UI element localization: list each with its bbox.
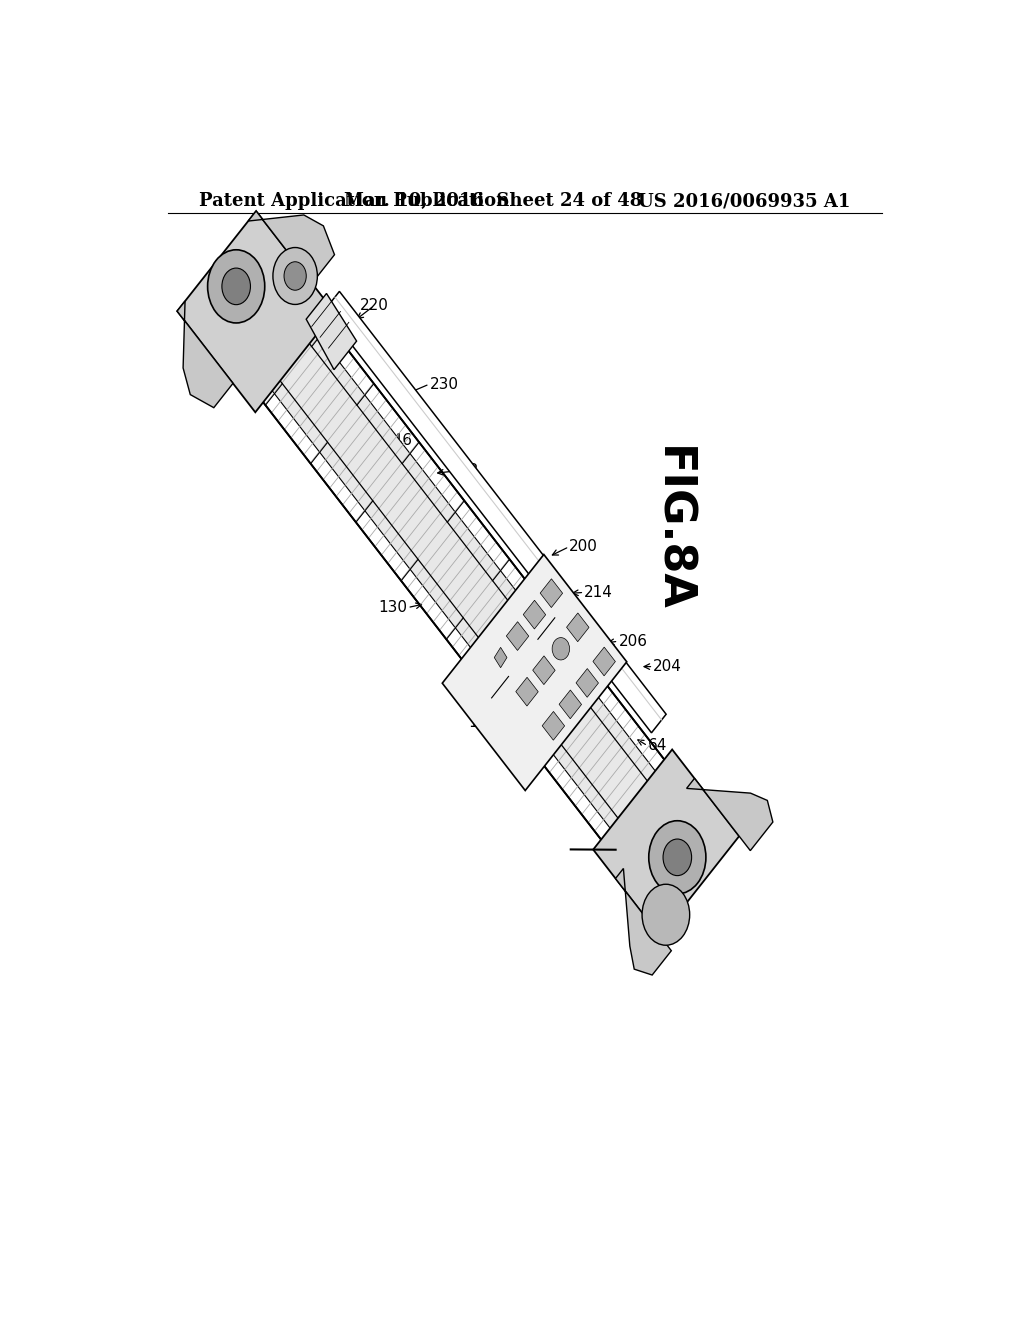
- Polygon shape: [442, 554, 627, 791]
- Text: 214: 214: [585, 585, 613, 599]
- Text: Mar. 10, 2016  Sheet 24 of 48: Mar. 10, 2016 Sheet 24 of 48: [344, 193, 642, 210]
- Text: 220: 220: [359, 298, 388, 313]
- Circle shape: [284, 261, 306, 290]
- Circle shape: [273, 248, 317, 305]
- Circle shape: [649, 821, 706, 894]
- Text: 64: 64: [257, 292, 276, 306]
- Text: 64: 64: [648, 738, 668, 754]
- Polygon shape: [239, 290, 672, 850]
- Text: 130: 130: [378, 601, 408, 615]
- Polygon shape: [177, 211, 334, 412]
- Text: 230: 230: [430, 376, 459, 392]
- Polygon shape: [577, 668, 598, 697]
- Text: FIG.8A: FIG.8A: [650, 446, 693, 612]
- Text: Patent Application Publication: Patent Application Publication: [200, 193, 510, 210]
- Circle shape: [552, 638, 569, 660]
- Text: 146: 146: [468, 715, 497, 730]
- Circle shape: [222, 268, 251, 305]
- Text: 200: 200: [569, 539, 598, 554]
- Text: 144: 144: [488, 733, 517, 747]
- Text: 146: 146: [383, 433, 413, 449]
- Polygon shape: [506, 622, 528, 651]
- Circle shape: [642, 884, 690, 945]
- Polygon shape: [542, 711, 564, 741]
- Polygon shape: [566, 612, 589, 642]
- Polygon shape: [248, 211, 335, 284]
- Polygon shape: [325, 292, 667, 733]
- Polygon shape: [541, 578, 562, 607]
- Text: 206: 206: [618, 634, 647, 648]
- Polygon shape: [593, 647, 615, 676]
- Polygon shape: [559, 690, 582, 719]
- Polygon shape: [523, 601, 546, 630]
- Circle shape: [208, 249, 265, 323]
- Polygon shape: [306, 293, 356, 370]
- Polygon shape: [532, 656, 555, 685]
- Polygon shape: [615, 869, 672, 975]
- Text: 204: 204: [653, 659, 682, 675]
- Circle shape: [664, 840, 691, 875]
- Text: US 2016/0069935 A1: US 2016/0069935 A1: [638, 193, 850, 210]
- Polygon shape: [177, 301, 233, 408]
- Polygon shape: [229, 279, 681, 861]
- Polygon shape: [687, 779, 773, 850]
- Polygon shape: [593, 750, 739, 936]
- Text: 62: 62: [460, 463, 479, 478]
- Polygon shape: [516, 677, 539, 706]
- Text: 208: 208: [238, 375, 266, 389]
- Polygon shape: [495, 647, 507, 668]
